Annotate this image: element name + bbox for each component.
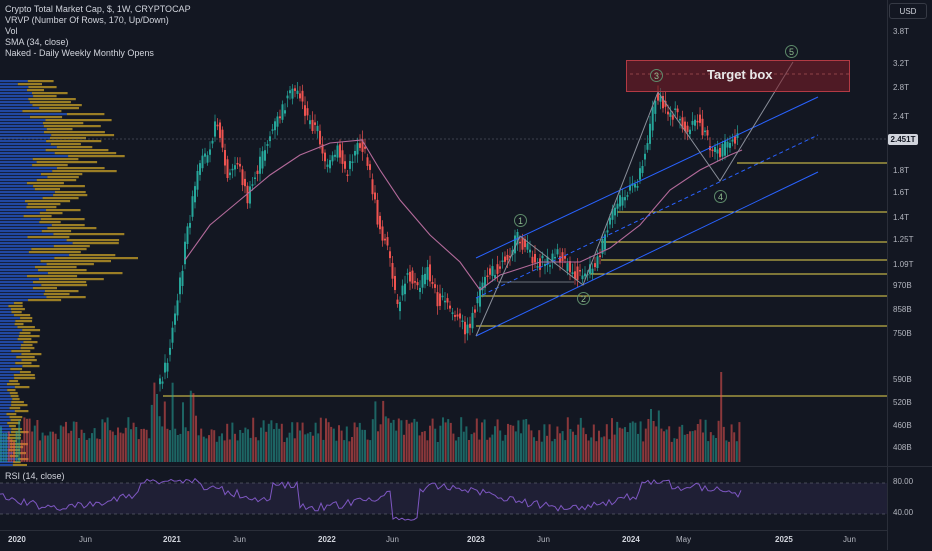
time-tick: Jun [537, 535, 550, 544]
time-tick: 2024 [622, 535, 640, 544]
price-tick: 590B [893, 375, 912, 384]
rsi-pane[interactable] [0, 467, 887, 530]
wave-label-3: 3 [650, 69, 663, 82]
legend-indicator-rsi[interactable]: RSI (14, close) [5, 471, 65, 481]
price-tick: 1.6T [893, 188, 910, 197]
price-axis-border [887, 0, 888, 550]
price-tick: 1.09T [893, 260, 914, 269]
legend-indicator-vol[interactable]: Vol [5, 26, 18, 36]
time-tick: May [676, 535, 692, 544]
wave-label-4: 4 [714, 190, 727, 203]
target-box-label: Target box [707, 67, 773, 82]
price-tick: 858B [893, 305, 912, 314]
price-tick: 3.2T [893, 59, 910, 68]
legend-indicator-opens[interactable]: Naked - Daily Weekly Monthly Opens [5, 48, 154, 58]
rsi-line [0, 477, 742, 521]
wave-label-5: 5 [785, 45, 798, 58]
elliott-wave-line [475, 61, 794, 337]
time-tick: 2025 [775, 535, 793, 544]
time-tick: Jun [843, 535, 856, 544]
channel-mid [475, 134, 819, 299]
price-chart[interactable] [0, 0, 887, 466]
price-tick: 750B [893, 329, 912, 338]
legend-indicator-vrvp[interactable]: VRVP (Number Of Rows, 170, Up/Down) [5, 15, 169, 25]
legend-indicator-sma[interactable]: SMA (34, close) [5, 37, 69, 47]
candles [159, 82, 739, 392]
wave-label-1: 1 [514, 214, 527, 227]
time-axis[interactable] [0, 530, 887, 551]
wave-label-2: 2 [577, 292, 590, 305]
time-tick: 2021 [163, 535, 181, 544]
currency-button[interactable]: USD [889, 3, 927, 19]
time-tick: Jun [233, 535, 246, 544]
legend-symbol[interactable]: Crypto Total Market Cap, $, 1W, CRYPTOCA… [5, 4, 191, 14]
time-tick: Jun [386, 535, 399, 544]
volume-profile [0, 80, 138, 466]
volume-bars [0, 372, 741, 462]
price-tick: 2.8T [893, 83, 910, 92]
price-tick: 460B [893, 421, 912, 430]
price-tick: 520B [893, 398, 912, 407]
pane-separator[interactable] [0, 466, 932, 467]
price-tick: 1.8T [893, 166, 910, 175]
channel-lower [475, 171, 819, 337]
rsi-tick: 40.00 [893, 508, 914, 517]
price-tick: 970B [893, 281, 912, 290]
price-tick: 3.8T [893, 27, 910, 36]
price-tick: 1.4T [893, 213, 910, 222]
sma-line [184, 139, 743, 291]
price-tick: 2.4T [893, 112, 910, 121]
last-price-tag: 2.451T [888, 134, 918, 145]
rsi-tick: 80.00 [893, 477, 914, 486]
price-tick: 408B [893, 443, 912, 452]
price-tick: 1.25T [893, 235, 914, 244]
time-tick: 2023 [467, 535, 485, 544]
target-box[interactable] [626, 60, 850, 92]
channel-upper [475, 96, 819, 259]
chart-legend: Crypto Total Market Cap, $, 1W, CRYPTOCA… [5, 4, 191, 59]
time-tick: 2022 [318, 535, 336, 544]
rsi-band [0, 483, 887, 514]
time-tick: 2020 [8, 535, 26, 544]
time-tick: Jun [79, 535, 92, 544]
